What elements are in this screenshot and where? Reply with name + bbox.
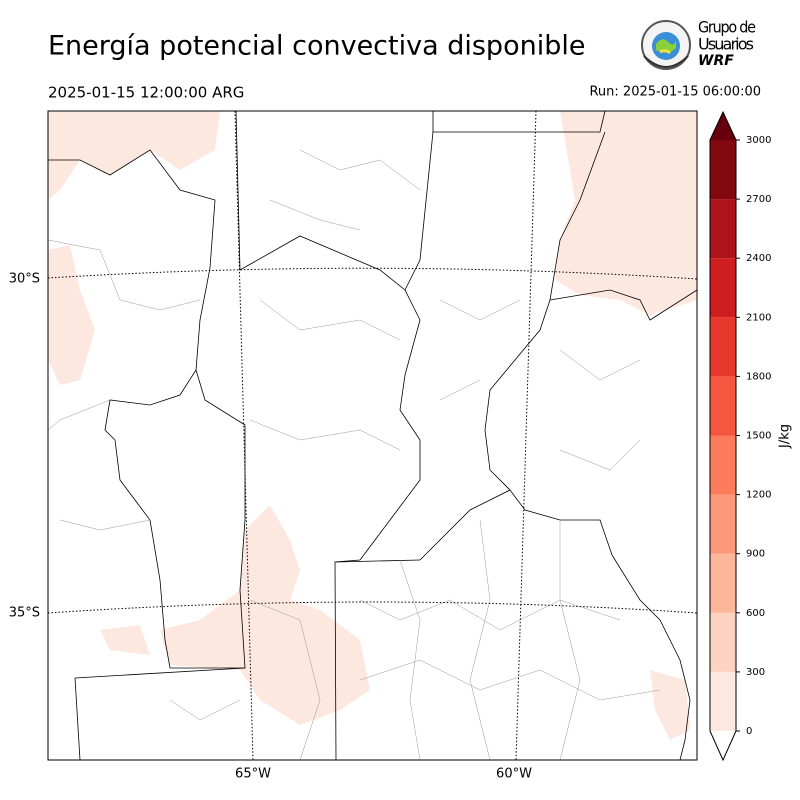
colorbar-segment: [710, 671, 736, 731]
colorbar-extend-top: [710, 112, 736, 140]
colorbar-segment: [710, 494, 736, 554]
valid-time: 2025-01-15 12:00:00 ARG: [48, 84, 244, 102]
colorbar-segment: [710, 612, 736, 672]
logo-text: Grupo de: [698, 18, 756, 37]
title: Energía potencial convectiva disponible: [48, 31, 585, 62]
colorbar-segment: [710, 435, 736, 495]
colorbar-segment: [710, 258, 736, 318]
colorbar-tick-label: 2400: [746, 253, 771, 264]
colorbar-segment: [710, 376, 736, 436]
department-borders: [48, 149, 661, 760]
colorbar-segment: [710, 199, 736, 259]
colorbar-label: J/kg: [778, 424, 793, 449]
colorbar-tick-label: 3000: [746, 135, 771, 146]
logo-text: WRF: [698, 53, 734, 69]
graticule: [48, 111, 697, 760]
colorbar-tick-label: 1800: [746, 371, 771, 382]
colorbar-segment: [710, 553, 736, 613]
map: [48, 111, 697, 760]
colorbar-tick-label: 300: [746, 667, 765, 678]
colorbar-tick-label: 1200: [746, 490, 771, 501]
lon-label: 65°W: [235, 767, 271, 782]
colorbar-segment: [710, 140, 736, 200]
colorbar-tick-label: 1500: [746, 431, 771, 442]
map-frame: [47, 110, 698, 761]
lat-label: 35°S: [9, 606, 40, 621]
lat-label: 30°S: [9, 272, 40, 287]
colorbar-tick-label: 900: [746, 549, 765, 560]
colorbar-tick-label: 0: [746, 726, 752, 737]
cape-shading: [48, 111, 697, 740]
colorbar-tick-label: 2700: [746, 194, 771, 205]
logo-text: Usuarios: [698, 35, 754, 54]
colorbar-segment: [710, 317, 736, 377]
colorbar-extend-bottom: [710, 731, 736, 760]
colorbar-tick-label: 600: [746, 608, 765, 619]
colorbar-tick-label: 2100: [746, 312, 771, 323]
logo: Grupo de Usuarios WRF: [641, 18, 756, 70]
lon-label: 60°W: [496, 767, 532, 782]
run-time: Run: 2025-01-15 06:00:00: [589, 85, 761, 100]
